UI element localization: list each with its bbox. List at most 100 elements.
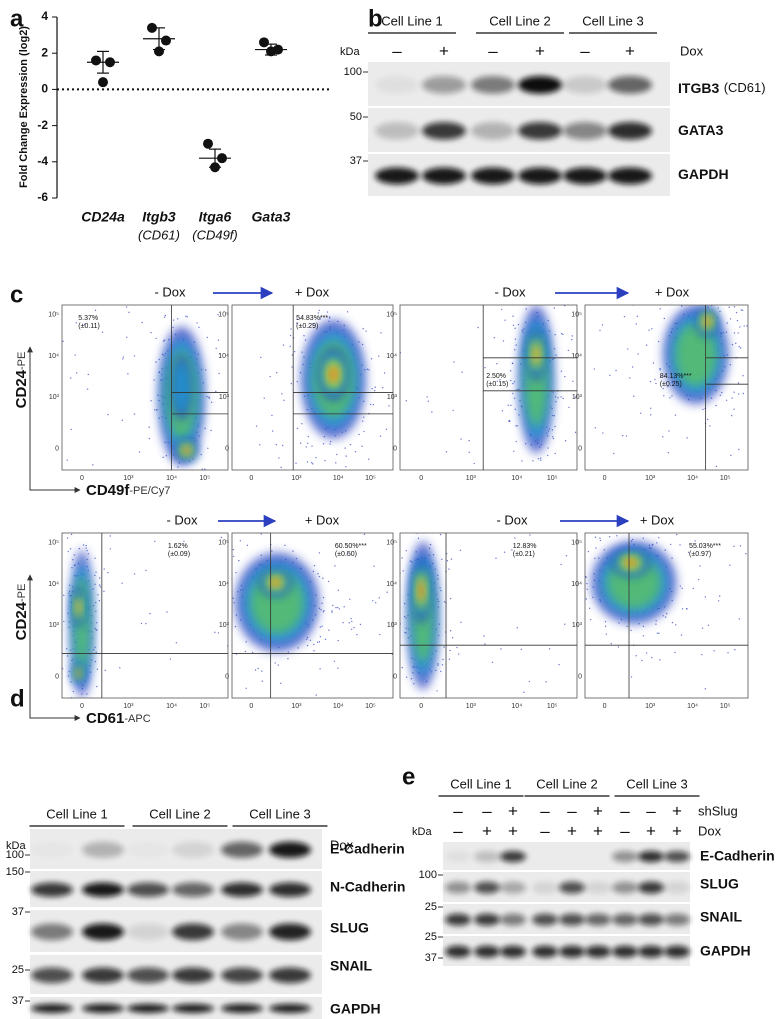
mw-marker: 37	[350, 155, 362, 167]
event-dot	[605, 633, 608, 635]
event-dot	[82, 544, 85, 546]
event-dot	[322, 443, 325, 445]
event-dot	[141, 321, 143, 324]
event-dot	[512, 382, 514, 385]
event-dot	[86, 549, 88, 552]
event-dot	[402, 570, 404, 572]
event-dot	[158, 358, 160, 361]
event-dot	[301, 351, 303, 353]
event-dot	[509, 370, 512, 372]
event-dot	[468, 451, 470, 454]
event-dot	[515, 440, 517, 443]
event-dot	[508, 419, 511, 422]
y-axis-label-marker: CD24	[13, 601, 30, 640]
event-dot	[733, 545, 735, 548]
event-dot	[316, 641, 319, 643]
x-tick-label: 10⁵	[547, 475, 558, 482]
event-dot	[566, 590, 567, 591]
event-dot	[261, 680, 263, 682]
event-dot	[437, 578, 439, 580]
event-dot	[66, 648, 68, 650]
event-dot	[553, 307, 556, 309]
event-dot	[562, 563, 563, 564]
event-dot	[515, 498, 516, 499]
category-label: Itga6	[199, 209, 232, 225]
event-dot	[741, 309, 744, 312]
category-label: CD24a	[81, 209, 125, 225]
event-dot	[358, 433, 360, 436]
event-dot	[448, 568, 450, 570]
blot-band	[471, 167, 515, 185]
event-dot	[359, 623, 362, 626]
blot-band	[559, 881, 585, 894]
event-dot	[571, 335, 573, 337]
density-level	[272, 580, 279, 585]
event-dot	[324, 638, 327, 641]
event-dot	[420, 730, 421, 731]
density-level	[674, 322, 717, 387]
event-dot	[451, 637, 454, 639]
event-dot	[331, 611, 333, 613]
event-dot	[318, 552, 321, 554]
event-dot	[553, 348, 556, 350]
event-dot	[319, 636, 322, 638]
treatment-sign: –	[540, 821, 550, 840]
event-dot	[647, 299, 648, 300]
x-tick-label: 0	[249, 703, 253, 710]
event-dot	[321, 625, 323, 627]
event-dot	[750, 364, 751, 365]
event-dot	[758, 356, 759, 357]
blot-band	[563, 167, 607, 185]
event-dot	[553, 415, 555, 417]
event-dot	[687, 551, 690, 554]
event-dot	[254, 669, 257, 671]
event-dot	[344, 447, 346, 449]
dox-label: Dox	[680, 43, 704, 58]
event-dot	[733, 408, 735, 410]
event-dot	[289, 492, 290, 493]
treatment-sign: +	[508, 801, 518, 820]
event-dot	[262, 414, 263, 415]
event-dot	[218, 372, 220, 375]
treatment-sign: +	[508, 821, 518, 840]
event-dot	[420, 725, 421, 726]
data-point	[210, 162, 220, 173]
event-dot	[632, 298, 633, 299]
event-dot	[276, 372, 278, 374]
event-dot	[154, 409, 156, 411]
event-dot	[99, 586, 102, 588]
event-dot	[417, 727, 418, 728]
event-dot	[659, 369, 661, 371]
event-dot	[627, 348, 629, 350]
event-dot	[642, 625, 645, 628]
event-dot	[335, 462, 337, 464]
event-dot	[210, 429, 212, 432]
event-dot	[629, 377, 631, 379]
event-dot	[618, 622, 620, 624]
event-dot	[318, 309, 320, 312]
dox-label: Dox	[330, 837, 354, 852]
event-dot	[554, 396, 557, 398]
plot-frame	[231, 304, 394, 471]
event-dot	[70, 681, 72, 683]
event-dot	[260, 554, 262, 557]
event-dot	[427, 729, 428, 730]
event-dot	[233, 602, 235, 604]
treatment-sign: +	[593, 821, 603, 840]
mw-marker: 37	[12, 906, 24, 918]
event-dot	[184, 607, 185, 608]
event-dot	[333, 660, 336, 662]
event-dot	[318, 641, 321, 643]
event-dot	[172, 319, 175, 321]
event-dot	[509, 379, 512, 382]
density	[400, 533, 568, 731]
blot-band	[269, 841, 311, 858]
y-tick-label: 10³	[572, 394, 583, 401]
event-dot	[68, 590, 71, 592]
blot-band	[608, 167, 652, 185]
event-dot	[671, 621, 674, 624]
event-dot	[255, 425, 258, 427]
event-dot	[554, 572, 555, 573]
event-dot	[583, 560, 584, 561]
kda-label: kDa	[412, 826, 432, 838]
